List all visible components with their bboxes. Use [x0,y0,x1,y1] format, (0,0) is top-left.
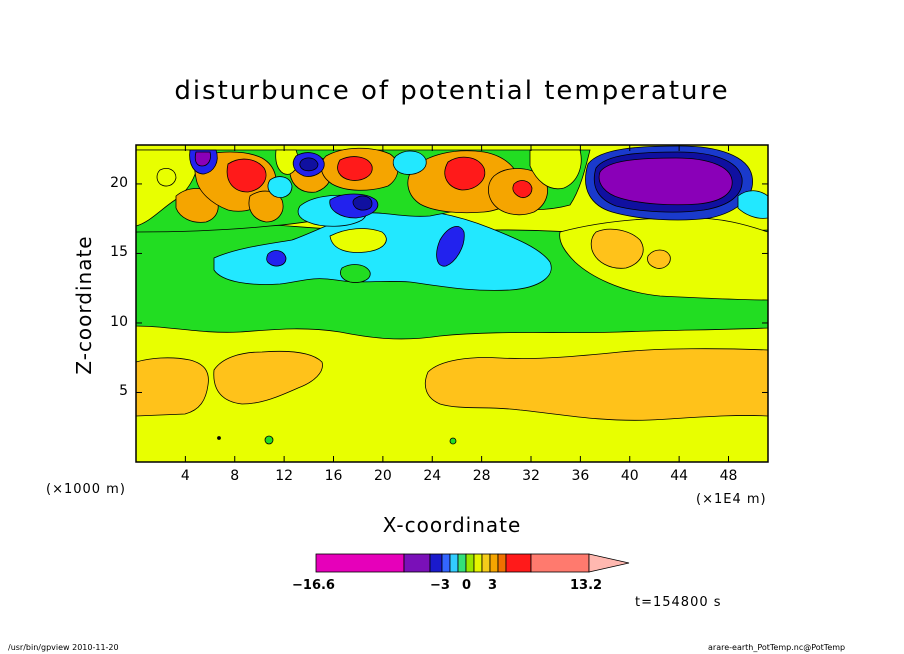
colorbar-swatch [489,553,499,573]
colorbar [315,553,630,573]
dot-green-1 [264,435,274,445]
x-tick-label: 8 [230,468,240,484]
time-label: t=154800 s [635,595,722,610]
y-axis-ticks [136,183,768,393]
region-upper-purple-2 [194,151,211,167]
region-red-2 [337,156,373,181]
colorbar-swatch [429,553,443,573]
x-tick-label: 12 [275,468,294,484]
colorbar-swatch [473,553,483,573]
y-tick-label: 5 [119,383,128,400]
x-axis-ticks [184,145,729,462]
colorbar-swatch [315,553,405,573]
x-tick-label: 40 [620,468,639,484]
colorbar-max-label: 13.2 [570,578,603,593]
region-green-in-cyan [340,264,371,283]
colorbar-mid-label-0: 0 [462,578,472,593]
region-upper-navy-1 [352,195,373,211]
colorbar-swatch [403,553,431,573]
x-unit-right-label: (×1E4 m) [696,492,767,507]
x-tick-label: 36 [571,468,590,484]
region-warm-lower-center-left [213,350,323,405]
x-tick-label: 44 [670,468,689,484]
colorbar-swatch [497,553,507,573]
colorbar-mid-label-3: 3 [488,578,498,593]
footer-left: /usr/bin/gpview 2010-11-20 [8,643,119,652]
x-tick-label: 16 [324,468,343,484]
y-tick-label: 20 [110,174,128,191]
region-red-1 [226,158,267,193]
region-red-4 [512,180,533,198]
x-tick-label: 4 [180,468,190,484]
region-blue-in-cyan-1 [266,250,287,267]
region-orange-7 [248,190,284,223]
colorbar-swatch [530,553,590,573]
plot-frame [135,144,769,463]
region-upper-cyan-2 [392,150,427,175]
region-warm-lower-left [136,357,209,417]
region-red-3 [444,156,486,191]
region-upper-navy-3 [299,157,319,172]
dot-black-1 [217,436,221,440]
region-warm-lower-right [424,348,768,421]
region-warm-patch-right2 [647,249,671,269]
footer-right: arare-earth_PotTemp.nc@PotTemp [708,643,846,652]
x-unit-left-label: (×1000 m) [46,482,126,497]
colorbar-swatch [457,553,467,573]
x-axis-label: X-coordinate [382,513,522,537]
y-tick-label: 10 [110,313,128,330]
region-upper-yellow-2 [529,149,582,190]
x-tick-label: 28 [472,468,491,484]
region-warm-patch-right [590,228,644,269]
colorbar-max-arrow [588,553,630,573]
colorbar-mid-label-neg3: −3 [430,578,450,593]
y-tick-label: 15 [110,244,128,261]
plot-field [136,145,768,462]
colorbar-swatch [481,553,491,573]
region-cold-purple-core [598,157,733,206]
region-upper-cyan-3 [267,176,293,198]
colorbar-swatch [505,553,532,573]
colorbar-swatch [465,553,475,573]
colorbar-swatch [449,553,459,573]
region-blue-in-cyan-2 [436,226,465,267]
region-upper-yellow-3 [156,168,177,187]
region-yellow-in-cyan [329,228,387,253]
x-tick-label: 48 [719,468,738,484]
x-tick-label: 20 [373,468,392,484]
region-cyan-right-of-purple [737,190,768,219]
chart-title: disturbunce of potential temperature [174,76,730,106]
x-tick-label: 24 [423,468,442,484]
dot-green-2 [449,437,457,445]
x-tick-label: 32 [522,468,540,484]
y-axis-label: Z-coordinate [72,235,96,375]
colorbar-min-label: −16.6 [292,578,335,593]
colorbar-swatch [441,553,451,573]
